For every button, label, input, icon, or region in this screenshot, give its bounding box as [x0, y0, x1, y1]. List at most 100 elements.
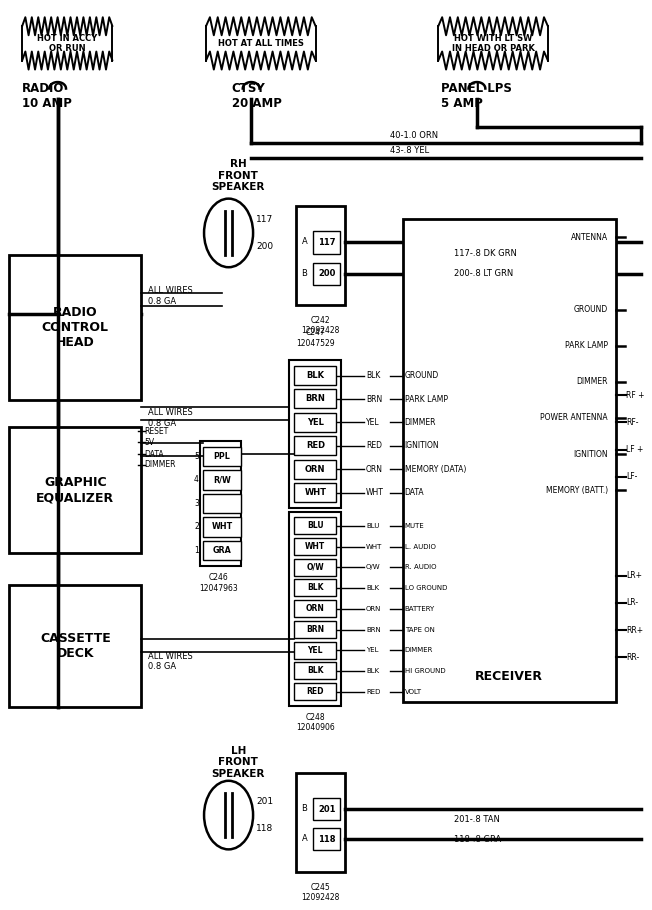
Bar: [294, 517, 336, 534]
Text: O/W: O/W: [366, 564, 381, 571]
Text: RED: RED: [366, 441, 382, 450]
Bar: [294, 580, 336, 596]
Bar: [294, 662, 336, 680]
Text: 117: 117: [256, 215, 274, 224]
Text: RED: RED: [306, 441, 325, 450]
Text: 43-.8 YEL: 43-.8 YEL: [390, 147, 429, 156]
Bar: [294, 621, 336, 638]
Text: 40-1.0 ORN: 40-1.0 ORN: [390, 131, 438, 140]
Text: ORN: ORN: [366, 465, 383, 474]
Text: GRA: GRA: [213, 546, 231, 555]
Bar: [294, 600, 336, 617]
Bar: [313, 828, 340, 850]
Text: TAPE ON: TAPE ON: [405, 627, 435, 632]
Text: 201-.8 TAN: 201-.8 TAN: [454, 815, 500, 824]
Text: PPL: PPL: [214, 452, 231, 461]
Text: R. AUDIO: R. AUDIO: [405, 564, 436, 571]
Text: POWER ANTENNA: POWER ANTENNA: [541, 413, 608, 422]
Bar: [294, 483, 336, 502]
Bar: [203, 447, 241, 466]
Bar: [294, 389, 336, 409]
Text: HOT IN ACCY
OR RUN: HOT IN ACCY OR RUN: [37, 34, 97, 53]
Bar: [294, 559, 336, 576]
Text: 5V: 5V: [145, 438, 155, 447]
Text: 201: 201: [318, 804, 335, 814]
Text: BRN: BRN: [366, 627, 381, 632]
Text: ANTENNA: ANTENNA: [570, 233, 608, 242]
Text: ORN: ORN: [305, 465, 325, 474]
Text: 118: 118: [256, 824, 274, 834]
Text: LF +: LF +: [626, 445, 644, 454]
Text: A: A: [301, 238, 307, 247]
Text: C246
12047963: C246 12047963: [200, 573, 238, 592]
Text: B: B: [301, 804, 307, 814]
Text: BLU: BLU: [307, 521, 323, 531]
Text: C248
12040906: C248 12040906: [296, 713, 334, 733]
Text: 3: 3: [194, 499, 199, 508]
Text: HI GROUND: HI GROUND: [405, 668, 445, 674]
Text: 118-.8 GRA: 118-.8 GRA: [454, 835, 501, 844]
Text: 201: 201: [256, 797, 273, 806]
Bar: [296, 773, 345, 872]
Text: A: A: [301, 834, 307, 843]
Text: CTSY
20 AMP: CTSY 20 AMP: [232, 82, 282, 110]
Text: YEL: YEL: [366, 647, 378, 653]
Text: CASSETTE
DECK: CASSETTE DECK: [40, 632, 111, 660]
Text: L. AUDIO: L. AUDIO: [405, 543, 436, 550]
Text: WHT: WHT: [211, 522, 233, 531]
Bar: [9, 585, 141, 707]
Text: RESET: RESET: [145, 427, 169, 436]
Text: BRN: BRN: [305, 394, 325, 403]
Bar: [294, 642, 336, 659]
Bar: [294, 538, 336, 555]
Text: PANEL LPS
5 AMP: PANEL LPS 5 AMP: [441, 82, 512, 110]
Text: R/W: R/W: [213, 476, 231, 484]
Bar: [313, 231, 340, 254]
Text: YEL: YEL: [366, 418, 379, 427]
Bar: [296, 206, 345, 305]
Text: DIMMER: DIMMER: [145, 460, 176, 470]
Text: 117-.8 DK GRN: 117-.8 DK GRN: [454, 249, 517, 258]
Text: B: B: [301, 269, 307, 278]
Bar: [403, 219, 615, 703]
Bar: [203, 494, 241, 513]
Text: RF +: RF +: [626, 391, 644, 399]
Text: DIMMER: DIMMER: [405, 418, 436, 427]
Text: RF-: RF-: [626, 418, 638, 427]
Bar: [200, 441, 241, 566]
Text: 200: 200: [318, 269, 335, 278]
Text: WHT: WHT: [366, 489, 384, 498]
Bar: [203, 541, 241, 560]
Bar: [289, 511, 342, 706]
Text: LH
FRONT
SPEAKER: LH FRONT SPEAKER: [211, 746, 265, 779]
Text: RED: RED: [306, 687, 324, 696]
Text: DATA: DATA: [405, 489, 424, 498]
Text: IGNITION: IGNITION: [405, 441, 439, 450]
Bar: [294, 436, 336, 455]
Text: RADIO
CONTROL
HEAD: RADIO CONTROL HEAD: [42, 306, 109, 349]
Text: C245
12092428: C245 12092428: [301, 883, 340, 902]
Text: MUTE: MUTE: [405, 523, 424, 529]
Text: LF-: LF-: [626, 472, 638, 481]
Text: ORN: ORN: [306, 604, 325, 613]
Text: BRN: BRN: [306, 625, 325, 634]
Text: BLK: BLK: [307, 583, 323, 592]
Text: GROUND: GROUND: [405, 371, 439, 380]
Text: LR+: LR+: [626, 571, 642, 581]
Bar: [294, 366, 336, 385]
Text: MEMORY (DATA): MEMORY (DATA): [405, 465, 466, 474]
Text: ALL WIRES
0.8 GA: ALL WIRES 0.8 GA: [148, 409, 193, 428]
Text: GRAPHIC
EQUALIZER: GRAPHIC EQUALIZER: [37, 476, 114, 504]
Text: DIMMER: DIMMER: [576, 378, 608, 387]
Text: C242
12092428: C242 12092428: [301, 316, 340, 336]
Bar: [313, 263, 340, 285]
Text: RED: RED: [366, 689, 380, 695]
Text: WHT: WHT: [304, 488, 327, 497]
Text: 2: 2: [194, 522, 199, 531]
Text: BLK: BLK: [366, 668, 379, 674]
Text: BATTERY: BATTERY: [405, 606, 435, 612]
Text: RECEIVER: RECEIVER: [475, 671, 543, 683]
Text: BRN: BRN: [366, 395, 382, 403]
Text: ORN: ORN: [366, 606, 381, 612]
Text: DATA: DATA: [145, 450, 164, 459]
